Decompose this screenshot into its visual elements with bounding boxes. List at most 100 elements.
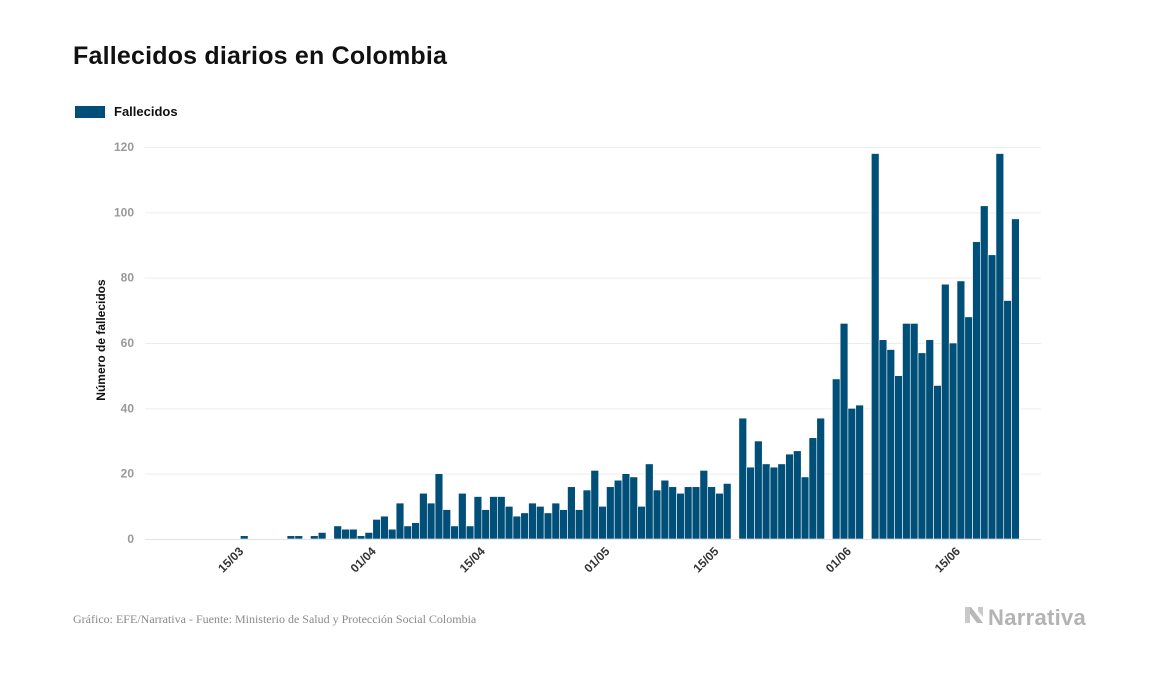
bar [286, 535, 296, 540]
chart-legend: Fallecidos [75, 104, 178, 119]
bar [738, 417, 747, 540]
y-tick-label: 100 [114, 205, 134, 219]
bar [442, 509, 451, 540]
bar [504, 506, 514, 540]
bar [948, 342, 958, 540]
bar [317, 532, 327, 540]
bar [395, 502, 405, 540]
bar [684, 486, 693, 540]
bar [878, 339, 888, 540]
bar [582, 489, 592, 540]
bar [956, 280, 966, 540]
bar [465, 525, 475, 540]
x-tick-label: 15/03 [215, 544, 246, 575]
bar [987, 254, 997, 540]
bar [902, 323, 911, 540]
bar [871, 153, 880, 540]
bar [458, 492, 467, 540]
bar [310, 535, 319, 540]
bar [403, 525, 413, 540]
bar [489, 496, 498, 540]
bar [606, 486, 615, 540]
bar [520, 512, 529, 540]
bar [832, 378, 841, 540]
x-axis-ticks: 15/03 01/04 15/04 01/05 15/05 01/06 15/06 [215, 544, 963, 575]
bar [1011, 218, 1020, 540]
y-tick-label: 80 [121, 271, 135, 285]
bar [917, 352, 927, 540]
bar [419, 492, 428, 540]
y-tick-label: 20 [121, 467, 135, 481]
bar [567, 486, 576, 540]
y-tick-label: 60 [121, 336, 135, 350]
bar [925, 339, 934, 540]
bar [886, 349, 895, 540]
bar [341, 528, 350, 540]
bar [660, 479, 670, 540]
bar [933, 385, 942, 540]
bar [349, 528, 358, 540]
bar [574, 509, 584, 540]
bar [629, 476, 638, 540]
bar [388, 528, 397, 540]
bar [590, 470, 599, 540]
bar [551, 502, 561, 540]
bar [754, 440, 763, 540]
bar [839, 323, 849, 540]
brand-label: Narrativa [988, 604, 1087, 630]
bar [785, 453, 794, 540]
bar [855, 404, 864, 540]
bar [676, 492, 685, 540]
bar [426, 502, 436, 540]
bar [356, 535, 366, 540]
x-tick-label: 01/04 [348, 544, 379, 575]
bar [637, 506, 646, 540]
legend-label-fallecidos: Fallecidos [114, 104, 178, 119]
bar [512, 515, 522, 540]
bar [536, 506, 545, 540]
bar [816, 417, 825, 540]
bar [411, 522, 420, 540]
bar [1003, 300, 1012, 540]
bar-series-fallecidos [240, 153, 1020, 540]
bar [598, 506, 607, 540]
bar [964, 316, 973, 540]
bar [894, 375, 903, 540]
bar [434, 473, 444, 540]
bar [528, 502, 537, 540]
bar [473, 496, 483, 540]
bar [294, 535, 303, 540]
y-tick-label: 0 [127, 532, 134, 546]
bar [497, 496, 506, 540]
bar [691, 486, 701, 540]
narrativa-logo-icon [963, 604, 985, 631]
brand-logo: Narrativa [963, 604, 1086, 631]
bar [707, 486, 716, 540]
bar [746, 466, 755, 540]
bar [645, 463, 654, 540]
bar [941, 283, 950, 540]
bar [364, 532, 374, 540]
bar [715, 492, 724, 540]
y-tick-label: 120 [114, 140, 134, 154]
x-tick-label: 01/05 [581, 544, 612, 575]
bar [240, 535, 249, 540]
bar [543, 512, 553, 540]
bar [722, 483, 732, 540]
bar [800, 476, 810, 540]
bar [980, 205, 989, 540]
x-tick-label: 15/04 [457, 544, 488, 575]
bar [380, 515, 389, 540]
bar [995, 153, 1005, 540]
bar [793, 450, 802, 540]
bar [450, 525, 459, 540]
source-note: Gráfico: EFE/Narrativa - Fuente: Ministe… [73, 612, 477, 626]
bar [847, 408, 857, 540]
x-tick-label: 15/05 [690, 544, 721, 575]
y-axis-label: Número de fallecidos [94, 279, 108, 401]
bar [699, 470, 709, 540]
bar [333, 525, 342, 540]
chart-grid [145, 147, 1041, 475]
bar [808, 437, 818, 540]
